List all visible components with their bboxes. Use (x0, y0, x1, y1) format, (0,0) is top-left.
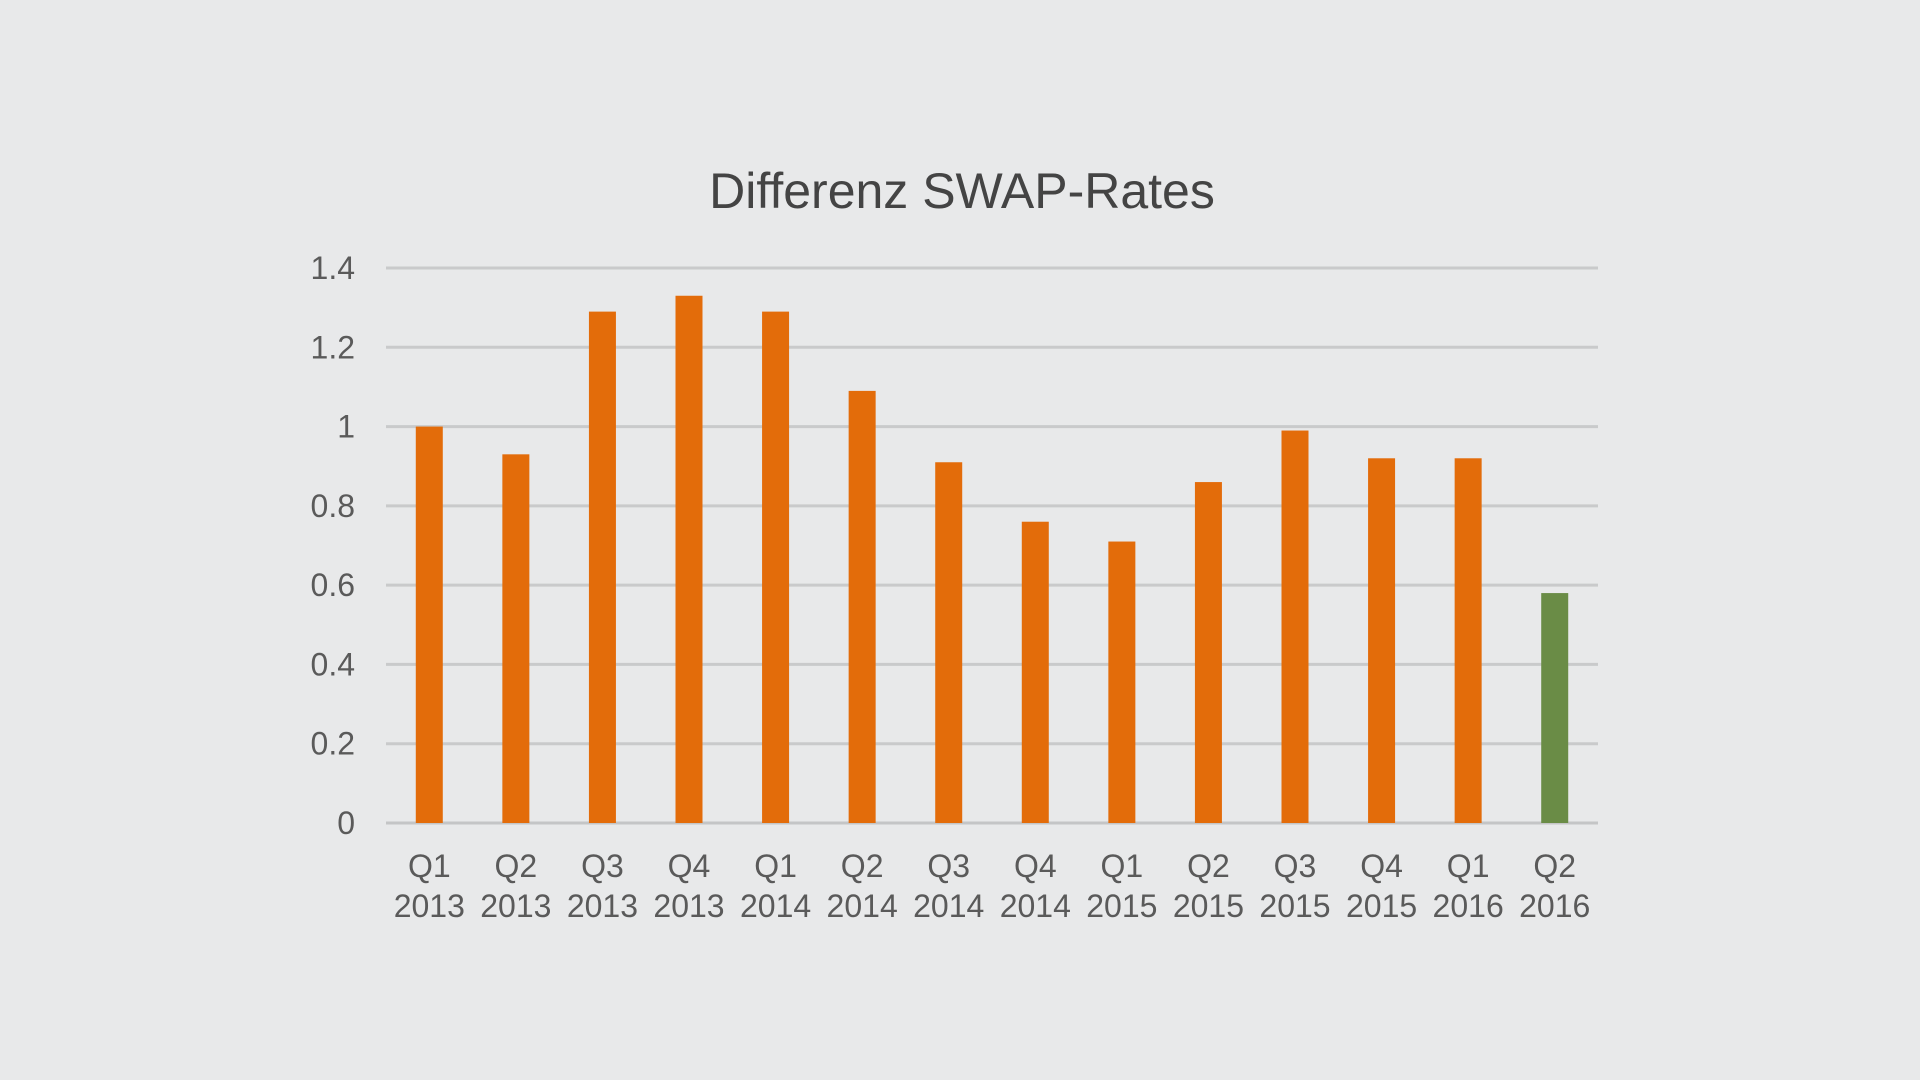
bar-q4-2015 (1368, 458, 1396, 823)
x-tick-label: Q4 2015 (1346, 848, 1417, 924)
bar-q4-2013 (675, 295, 703, 823)
x-tick-label-quarter: Q2 (841, 848, 884, 884)
x-tick-label-year: 2014 (827, 888, 898, 924)
x-tick-label-quarter: Q3 (1274, 848, 1317, 884)
y-tick-label: 0.2 (311, 726, 355, 762)
x-tick-label-quarter: Q4 (1360, 848, 1403, 884)
x-tick-label: Q1 2016 (1433, 848, 1504, 924)
bar-q1-2016 (1454, 458, 1482, 823)
x-tick-label-quarter: Q1 (1101, 848, 1144, 884)
bar-q2-2013 (502, 454, 530, 823)
x-tick-label: Q2 2015 (1173, 848, 1244, 924)
chart-title: Differenz SWAP-Rates (709, 163, 1215, 219)
bar-q4-2014 (1021, 521, 1049, 823)
x-tick-label-year: 2015 (1259, 888, 1330, 924)
x-tick-label-quarter: Q4 (668, 848, 711, 884)
y-axis-tick-labels: 0 0.2 0.4 0.6 0.8 1 1.2 1.4 (311, 250, 355, 841)
x-tick-label-quarter: Q2 (1533, 848, 1576, 884)
y-tick-label: 0.6 (311, 567, 355, 603)
x-tick-label-quarter: Q3 (927, 848, 970, 884)
bar-q1-2014 (762, 311, 790, 823)
x-tick-label-year: 2013 (567, 888, 638, 924)
x-tick-label: Q3 2014 (913, 848, 984, 924)
y-tick-label: 1.4 (311, 250, 355, 286)
y-tick-label: 1 (337, 409, 355, 445)
x-tick-label-quarter: Q1 (408, 848, 451, 884)
x-tick-label: Q3 2013 (567, 848, 638, 924)
bar-q1-2013 (415, 426, 443, 823)
y-tick-label: 0.8 (311, 488, 355, 524)
x-tick-label-quarter: Q2 (495, 848, 538, 884)
bar-q2-2014 (848, 390, 876, 823)
x-tick-label-year: 2013 (394, 888, 465, 924)
x-tick-label-year: 2014 (740, 888, 811, 924)
bar-q2-2016 (1541, 593, 1569, 823)
x-tick-label-year: 2015 (1086, 888, 1157, 924)
x-tick-label-quarter: Q4 (1014, 848, 1057, 884)
x-tick-label-quarter: Q3 (581, 848, 624, 884)
x-axis-tick-labels: Q1 2013 Q2 2013 Q3 2013 Q4 2013 Q1 2014 Q2 2014 Q3 20… (394, 848, 1591, 924)
bars (415, 295, 1569, 823)
x-tick-label-year: 2014 (913, 888, 984, 924)
x-tick-label: Q4 2014 (1000, 848, 1071, 924)
x-tick-label-quarter: Q1 (754, 848, 797, 884)
bar-q3-2015 (1281, 430, 1309, 823)
x-tick-label-quarter: Q2 (1187, 848, 1230, 884)
x-tick-label: Q2 2016 (1519, 848, 1590, 924)
x-tick-label: Q1 2013 (394, 848, 465, 924)
y-tick-label: 1.2 (311, 329, 355, 365)
x-tick-label: Q1 2015 (1086, 848, 1157, 924)
x-tick-label: Q3 2015 (1259, 848, 1330, 924)
x-tick-label-year: 2016 (1433, 888, 1504, 924)
bar-q3-2013 (588, 311, 616, 823)
x-tick-label-year: 2016 (1519, 888, 1590, 924)
x-tick-label-year: 2013 (480, 888, 551, 924)
x-tick-label: Q1 2014 (740, 848, 811, 924)
bar-q2-2015 (1194, 482, 1222, 823)
x-tick-label-year: 2014 (1000, 888, 1071, 924)
y-tick-label: 0 (337, 805, 355, 841)
x-tick-label-year: 2015 (1173, 888, 1244, 924)
bar-q1-2015 (1108, 541, 1136, 823)
x-tick-label-year: 2015 (1346, 888, 1417, 924)
x-tick-label: Q2 2013 (480, 848, 551, 924)
gridlines (386, 266, 1598, 825)
x-tick-label: Q4 2013 (653, 848, 724, 924)
x-tick-label: Q2 2014 (827, 848, 898, 924)
y-tick-label: 0.4 (311, 646, 355, 682)
bar-q3-2014 (935, 462, 963, 823)
x-tick-label-quarter: Q1 (1447, 848, 1490, 884)
x-tick-label-year: 2013 (653, 888, 724, 924)
